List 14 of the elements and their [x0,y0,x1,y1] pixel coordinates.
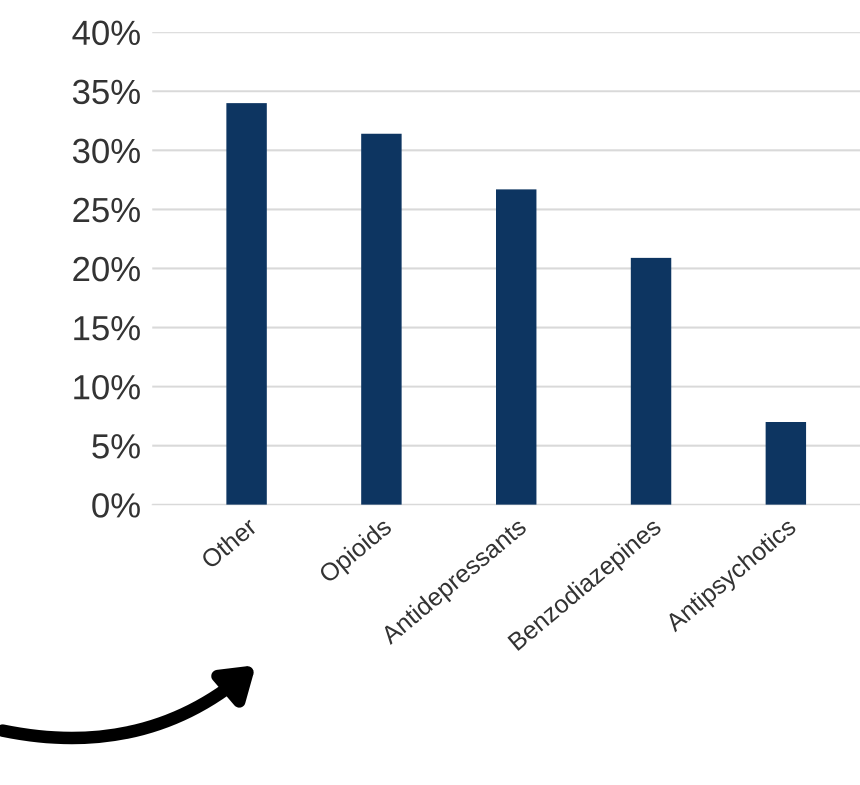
bar [766,422,806,505]
y-tick-label: 0% [92,493,140,518]
y-tick-label: 5% [92,434,140,459]
y-tick-label: 40% [72,20,140,46]
y-tick-label: 35% [72,80,140,104]
y-tick-label: 20% [73,256,140,282]
y-tick-label: 30% [72,138,140,164]
bar [226,103,267,505]
y-tick-label: 25% [73,198,140,222]
bar [361,134,402,505]
bar [630,258,672,505]
y-tick-label: 15% [74,316,140,340]
y-tick-label: 10% [74,374,140,400]
bar [496,189,536,505]
